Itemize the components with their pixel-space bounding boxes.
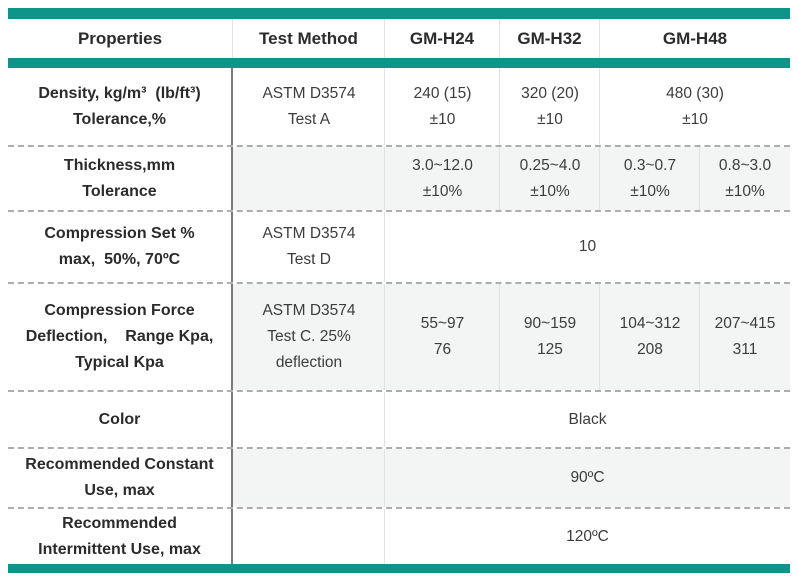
compression-force-test-method: ASTM D3574 Test C. 25% deflection (233, 284, 385, 390)
compression-force-gm-h24: 55~97 76 (384, 284, 500, 390)
thickness-label: Thickness,mm Tolerance (8, 147, 233, 210)
header-gm-h48: GM-H48 (662, 28, 728, 48)
recommended-constant-value: 90ºC (384, 449, 790, 507)
density-test-method: ASTM D3574 Test A (262, 84, 356, 128)
row-compression-force: Compression Force Deflection, Range Kpa,… (8, 282, 790, 390)
header-gm-h24: GM-H24 (385, 19, 500, 58)
header-accent-bar (8, 58, 790, 68)
compression-set-label: Compression Set % max, 50%, 70ºC (8, 212, 233, 282)
row-recommended-intermittent: Recommended Intermittent Use, max 120ºC (8, 507, 790, 564)
row-recommended-constant: Recommended Constant Use, max 90ºC (8, 447, 790, 507)
row-compression-set: Compression Set % max, 50%, 70ºC ASTM D3… (8, 210, 790, 282)
row-thickness: Thickness,mm Tolerance 3.0~12.0 ±10% 0.2… (8, 145, 790, 210)
thickness-gm-h48-b: 0.8~3.0 ±10% (699, 147, 790, 210)
bottom-accent-bar (8, 564, 790, 573)
density-gm-h24: 240 (15) ±10 (384, 68, 500, 145)
density-gm-h48: 480 (30) ±10 (599, 68, 790, 145)
recommended-intermittent-test-method-empty (233, 509, 385, 564)
compression-set-test-method: ASTM D3574 Test D (262, 225, 356, 268)
thickness-gm-h48-a: 0.3~0.7 ±10% (599, 147, 700, 210)
density-gm-h32: 320 (20) ±10 (499, 68, 600, 145)
compression-force-gm-h32: 90~159 125 (499, 284, 600, 390)
compression-set-value: 10 (384, 212, 790, 282)
header-properties: Properties (8, 19, 233, 58)
thickness-gm-h32: 0.25~4.0 ±10% (499, 147, 600, 210)
color-test-method-empty (233, 392, 385, 447)
compression-force-label: Compression Force Deflection, Range Kpa,… (8, 284, 233, 390)
color-label: Color (8, 392, 233, 447)
spec-table: Properties Test Method GM-H24 GM-H32 GM-… (8, 8, 790, 573)
thickness-gm-h24: 3.0~12.0 ±10% (384, 147, 500, 210)
table-header-row: Properties Test Method GM-H24 GM-H32 GM-… (8, 19, 790, 58)
recommended-intermittent-value: 120ºC (384, 509, 790, 564)
density-label: Density, kg/m³ (lb/ft³) Tolerance,% (8, 68, 233, 145)
row-density: Density, kg/m³ (lb/ft³) Tolerance,% ASTM… (8, 68, 790, 145)
top-accent-bar (8, 8, 790, 19)
compression-force-gm-h48-a: 104~312 208 (599, 284, 700, 390)
recommended-constant-test-method-empty (233, 449, 385, 507)
thickness-test-method-empty (233, 147, 385, 210)
header-gm-h32: GM-H32 (500, 19, 600, 58)
row-color: Color Black (8, 390, 790, 447)
recommended-constant-label: Recommended Constant Use, max (8, 449, 233, 507)
header-test-method: Test Method (233, 19, 385, 58)
recommended-intermittent-label: Recommended Intermittent Use, max (8, 509, 233, 564)
color-value: Black (384, 392, 790, 447)
compression-force-gm-h48-b: 207~415 311 (699, 284, 790, 390)
